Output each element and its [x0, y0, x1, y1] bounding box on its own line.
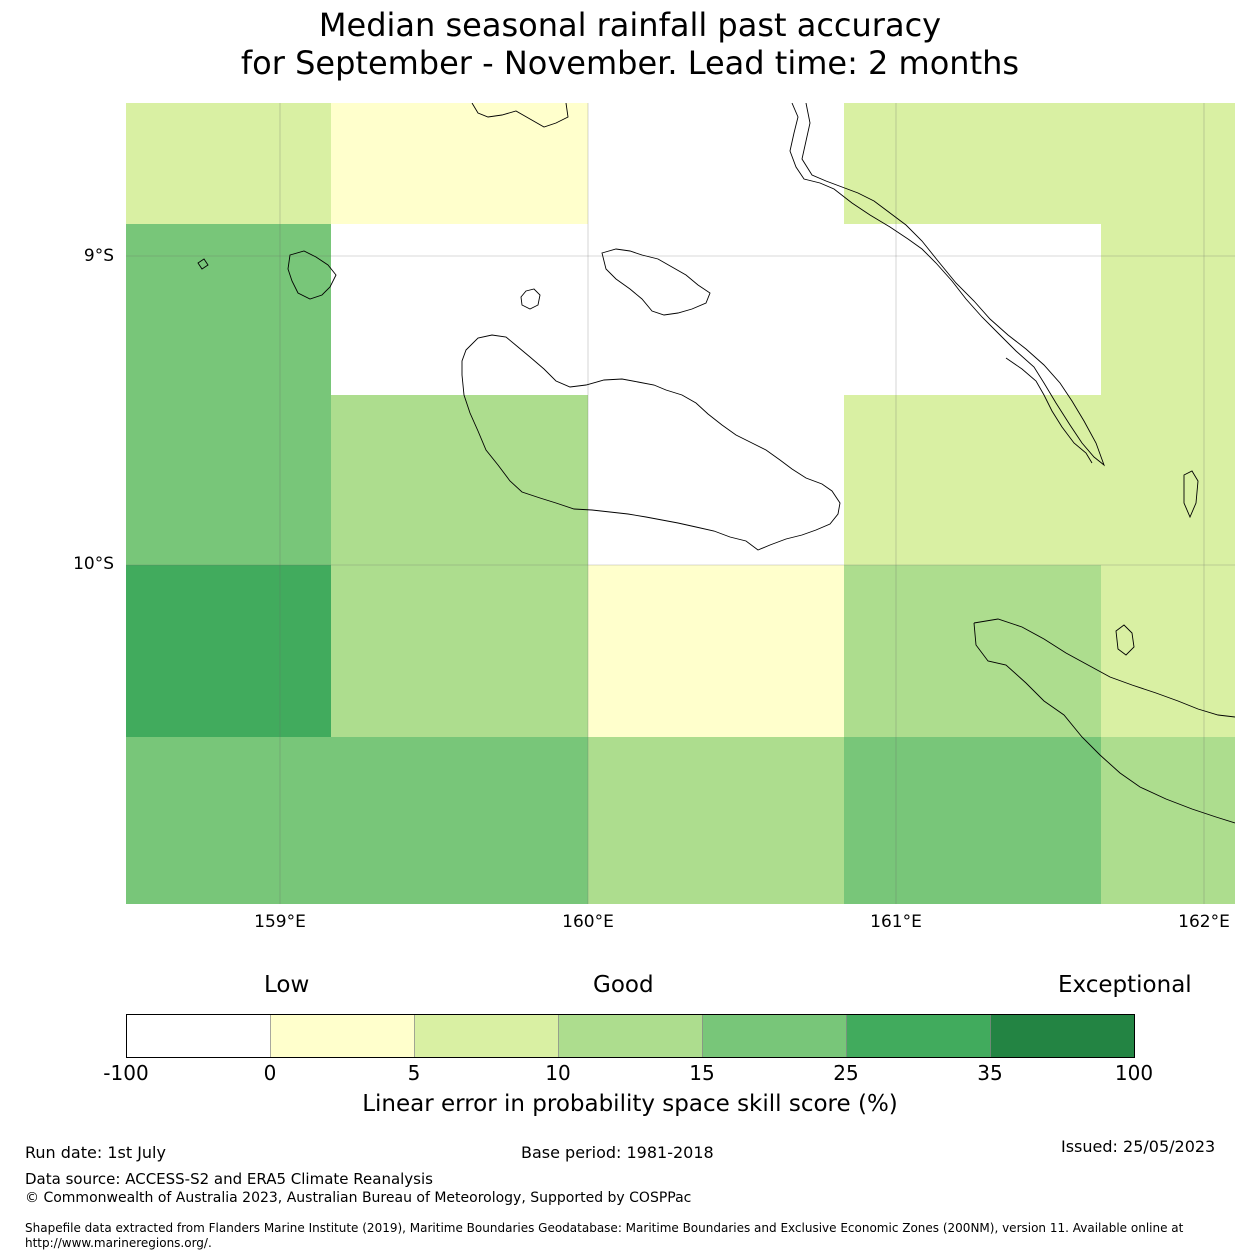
- coastline-russell-islands: [287, 250, 337, 300]
- skill-grid: [126, 103, 1235, 904]
- colorbar-swatch: [846, 1014, 991, 1058]
- lat-label-9s: 9°S: [83, 246, 114, 266]
- run-date: Run date: 1st July: [25, 1143, 166, 1162]
- grid-cell: [126, 103, 331, 224]
- coastline-makira: [973, 618, 1235, 718]
- lon-label-159e: 159°E: [254, 912, 306, 932]
- map-title-line-1: Median seasonal rainfall past accuracy: [318, 6, 942, 44]
- coastline-small-island: [197, 258, 209, 270]
- colorbar-swatch: [414, 1014, 559, 1058]
- grid-cell: [331, 103, 588, 224]
- skill-map: [126, 103, 1235, 904]
- graticule: [126, 103, 1235, 904]
- grid-cell: [126, 737, 588, 904]
- coastlines: [197, 103, 1235, 824]
- colorbar-swatch: [702, 1014, 847, 1058]
- data-source: Data source: ACCESS-S2 and ERA5 Climate …: [25, 1170, 433, 1188]
- coastline-florida-islands: [601, 248, 711, 316]
- coastline-small-island: [1183, 470, 1199, 519]
- coastline-makira-south: [973, 622, 1235, 824]
- colorbar-swatch: [270, 1014, 415, 1058]
- coastline-north-islands: [471, 103, 569, 128]
- grid-cell: [331, 395, 588, 737]
- coastline-malaita-south: [1005, 357, 1093, 464]
- legend-category-good: Good: [593, 972, 654, 998]
- grid-cell: [844, 565, 1101, 737]
- lon-label-160e: 160°E: [562, 912, 614, 932]
- colorbar-tick: -100: [103, 1061, 149, 1085]
- grid-cell: [588, 103, 844, 395]
- grid-cell: [1101, 565, 1235, 737]
- legend-category-low: Low: [264, 972, 310, 998]
- grid-cell: [331, 224, 588, 395]
- coastline-small-island: [1115, 624, 1135, 656]
- colorbar-tick: 5: [407, 1061, 421, 1085]
- colorbar: [126, 1014, 1135, 1058]
- grid-cell: [1101, 737, 1235, 904]
- lon-label-161e: 161°E: [870, 912, 922, 932]
- colorbar-tick: 35: [977, 1061, 1003, 1085]
- grid-cell: [588, 565, 844, 737]
- colorbar-swatch: [126, 1014, 271, 1058]
- grid-cell: [588, 737, 844, 904]
- grid-cell: [844, 103, 1235, 224]
- grid-cell: [1101, 224, 1235, 565]
- colorbar-tick: 100: [1114, 1061, 1154, 1085]
- colorbar-swatch: [990, 1014, 1135, 1058]
- map-title-line-2: for September - November. Lead time: 2 m…: [240, 44, 1020, 82]
- lon-label-162e: 162°E: [1178, 912, 1230, 932]
- grid-cell: [844, 224, 1101, 395]
- issued-date: Issued: 25/05/2023: [1061, 1137, 1216, 1156]
- colorbar-tick: 10: [545, 1061, 571, 1085]
- colorbar-label: Linear error in probability space skill …: [362, 1091, 898, 1117]
- colorbar-tick: 25: [833, 1061, 859, 1085]
- shapefile-credit-line-1: Shapefile data extracted from Flanders M…: [25, 1221, 1184, 1235]
- colorbar-tick: 0: [263, 1061, 277, 1085]
- coastline-malaita: [789, 103, 1105, 467]
- grid-cell: [844, 395, 1101, 565]
- copyright: © Commonwealth of Australia 2023, Austra…: [25, 1190, 692, 1206]
- grid-cell: [844, 737, 1101, 904]
- grid-cell: [126, 224, 331, 565]
- legend-category-exceptional: Exceptional: [1058, 972, 1192, 998]
- grid-cell: [126, 565, 331, 737]
- shapefile-credit-line-2: http://www.marineregions.org/.: [25, 1236, 212, 1250]
- lat-label-10s: 10°S: [73, 554, 114, 574]
- base-period: Base period: 1981-2018: [521, 1143, 714, 1162]
- coastline-savo: [520, 288, 541, 310]
- coastline-guadalcanal: [461, 334, 841, 551]
- colorbar-swatch: [558, 1014, 703, 1058]
- grid-cell: [588, 395, 844, 565]
- colorbar-tick: 15: [689, 1061, 715, 1085]
